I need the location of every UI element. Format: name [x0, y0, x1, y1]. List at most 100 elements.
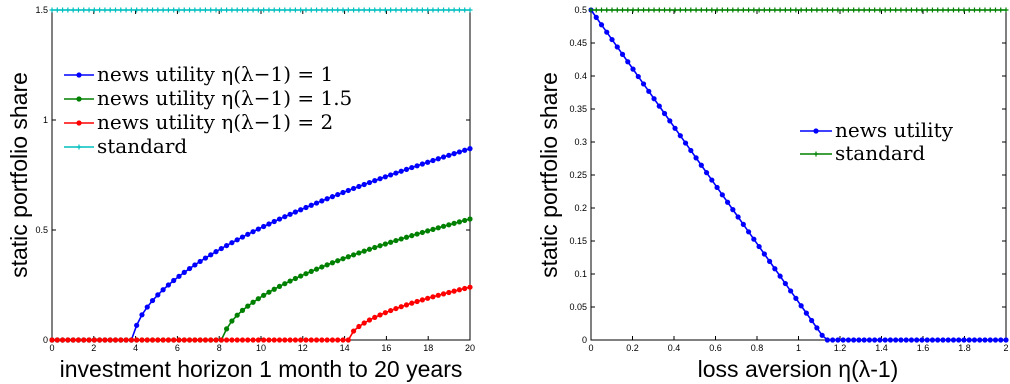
data-point: [651, 7, 657, 13]
data-point: [303, 337, 309, 343]
data-point: [961, 7, 967, 13]
data-point: [745, 229, 752, 235]
data-point: [335, 258, 341, 264]
data-point: [303, 204, 309, 211]
data-point: [440, 154, 447, 160]
data-point: [709, 7, 715, 13]
data-point: [903, 7, 909, 13]
data-point: [340, 7, 346, 13]
data-point: [430, 157, 436, 164]
data-point: [961, 337, 967, 343]
data-point: [388, 172, 394, 178]
data-point: [54, 7, 60, 13]
data-point: [255, 226, 261, 232]
data-point: [303, 7, 309, 13]
data-point: [176, 7, 182, 13]
data-point: [403, 166, 410, 172]
data-point: [824, 337, 830, 343]
data-point: [940, 7, 946, 13]
data-point: [419, 161, 425, 167]
data-point: [977, 337, 983, 343]
data-point: [440, 223, 447, 229]
data-point: [467, 216, 473, 222]
data-point: [803, 7, 809, 13]
data-point: [298, 7, 304, 13]
data-point: [197, 258, 203, 265]
data-point: [245, 231, 251, 237]
data-point: [292, 275, 298, 282]
data-point: [192, 337, 198, 343]
data-point: [76, 120, 82, 126]
data-point: [914, 7, 920, 13]
data-point: [704, 7, 710, 13]
data-point: [662, 7, 668, 13]
y-tick-label: 0.5: [35, 225, 48, 235]
x-tick-label: 1.8: [958, 343, 971, 353]
data-point: [234, 337, 240, 343]
left-y-axis-label: static portfolio share: [6, 72, 32, 278]
data-point: [313, 200, 320, 206]
data-point: [456, 219, 463, 225]
data-point: [419, 7, 425, 13]
data-point: [382, 241, 388, 247]
data-point: [208, 7, 214, 13]
data-point: [388, 239, 394, 245]
data-point: [425, 159, 431, 165]
y-tick-label: 0.3: [574, 137, 587, 147]
data-point: [76, 96, 82, 102]
data-point: [646, 7, 652, 13]
data-point: [798, 303, 804, 309]
legend-label: news utility η(λ−1) = 1.5: [97, 86, 352, 110]
legend-label: news utility η(λ−1) = 2: [97, 110, 333, 134]
x-tick-label: 1.4: [875, 343, 888, 353]
x-tick-label: 12: [298, 343, 308, 353]
data-point: [977, 7, 983, 13]
data-point: [213, 337, 219, 343]
data-point: [451, 220, 457, 226]
data-point: [462, 217, 468, 224]
data-point: [908, 7, 914, 13]
x-tick-label: 1.2: [834, 343, 847, 353]
data-point: [409, 233, 415, 239]
data-point: [950, 7, 956, 13]
x-tick-label: 4: [133, 343, 138, 353]
data-point: [682, 140, 689, 146]
data-point: [112, 337, 119, 343]
data-point: [882, 7, 888, 13]
data-point: [735, 214, 741, 220]
data-point: [345, 7, 351, 13]
data-point: [819, 332, 825, 338]
data-point: [340, 189, 346, 196]
data-point: [377, 243, 383, 249]
data-point: [171, 337, 177, 343]
data-point: [767, 258, 773, 264]
data-point: [456, 287, 463, 293]
data-point: [667, 7, 673, 13]
data-point: [756, 7, 762, 13]
data-point: [266, 221, 272, 227]
data-point: [893, 7, 899, 13]
data-point: [308, 202, 314, 208]
data-point: [366, 179, 373, 186]
data-point: [192, 7, 198, 13]
data-point: [271, 286, 277, 292]
data-point: [319, 264, 325, 270]
data-point: [329, 260, 336, 266]
data-point: [435, 156, 441, 162]
x-tick-label: 1.6: [917, 343, 930, 353]
data-point: [139, 312, 145, 318]
data-point: [234, 7, 240, 13]
data-point: [350, 252, 357, 258]
data-point: [287, 211, 293, 217]
data-point: [414, 231, 420, 237]
data-point: [271, 7, 277, 13]
data-point: [830, 337, 836, 343]
data-point: [440, 291, 447, 297]
data-point: [202, 255, 209, 261]
data-point: [76, 72, 82, 78]
data-point: [86, 7, 92, 13]
data-point: [845, 7, 851, 13]
left-x-axis-label: investment horizon 1 month to 20 years: [60, 356, 463, 382]
data-point: [54, 337, 60, 343]
